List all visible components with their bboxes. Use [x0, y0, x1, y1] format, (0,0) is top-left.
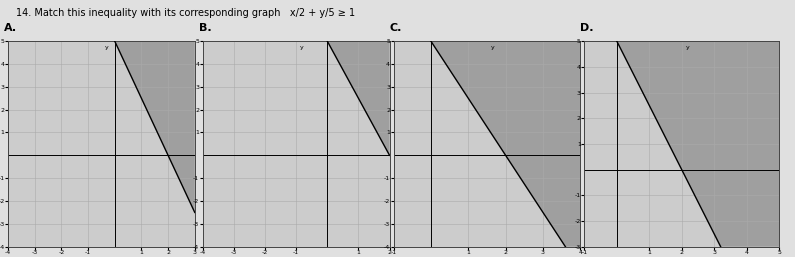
- Text: y: y: [491, 45, 494, 50]
- Text: A.: A.: [4, 23, 17, 33]
- Text: y: y: [105, 45, 109, 50]
- Text: 14. Match this inequality with its corresponding graph   x/2 + y/5 ≥ 1: 14. Match this inequality with its corre…: [16, 8, 355, 18]
- Text: C.: C.: [390, 23, 402, 33]
- Text: y: y: [300, 45, 304, 50]
- Text: y: y: [685, 45, 689, 50]
- Text: D.: D.: [580, 23, 594, 33]
- Text: B.: B.: [199, 23, 211, 33]
